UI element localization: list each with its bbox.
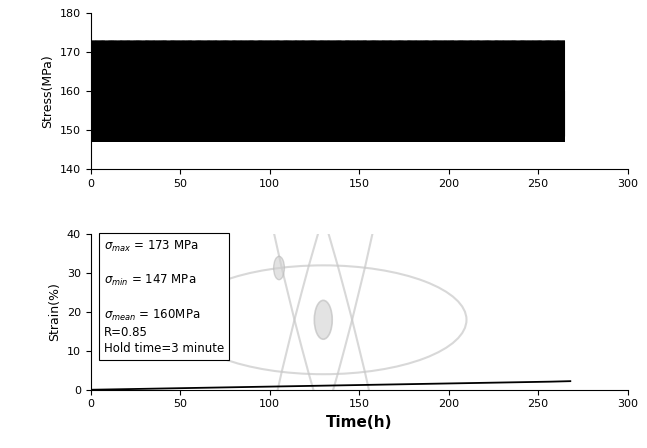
Circle shape: [314, 300, 333, 339]
Circle shape: [274, 256, 285, 280]
Y-axis label: Stress(MPa): Stress(MPa): [41, 54, 54, 128]
Text: $\sigma_{max}$ = 173 MPa

$\sigma_{min}$ = 147 MPa

$\sigma_{mean}$ = 160MPa
R=0: $\sigma_{max}$ = 173 MPa $\sigma_{min}$ …: [104, 239, 225, 355]
Circle shape: [316, 417, 327, 440]
Circle shape: [258, 172, 269, 195]
X-axis label: Time(h): Time(h): [326, 415, 392, 430]
Y-axis label: Strain(%): Strain(%): [48, 283, 61, 341]
